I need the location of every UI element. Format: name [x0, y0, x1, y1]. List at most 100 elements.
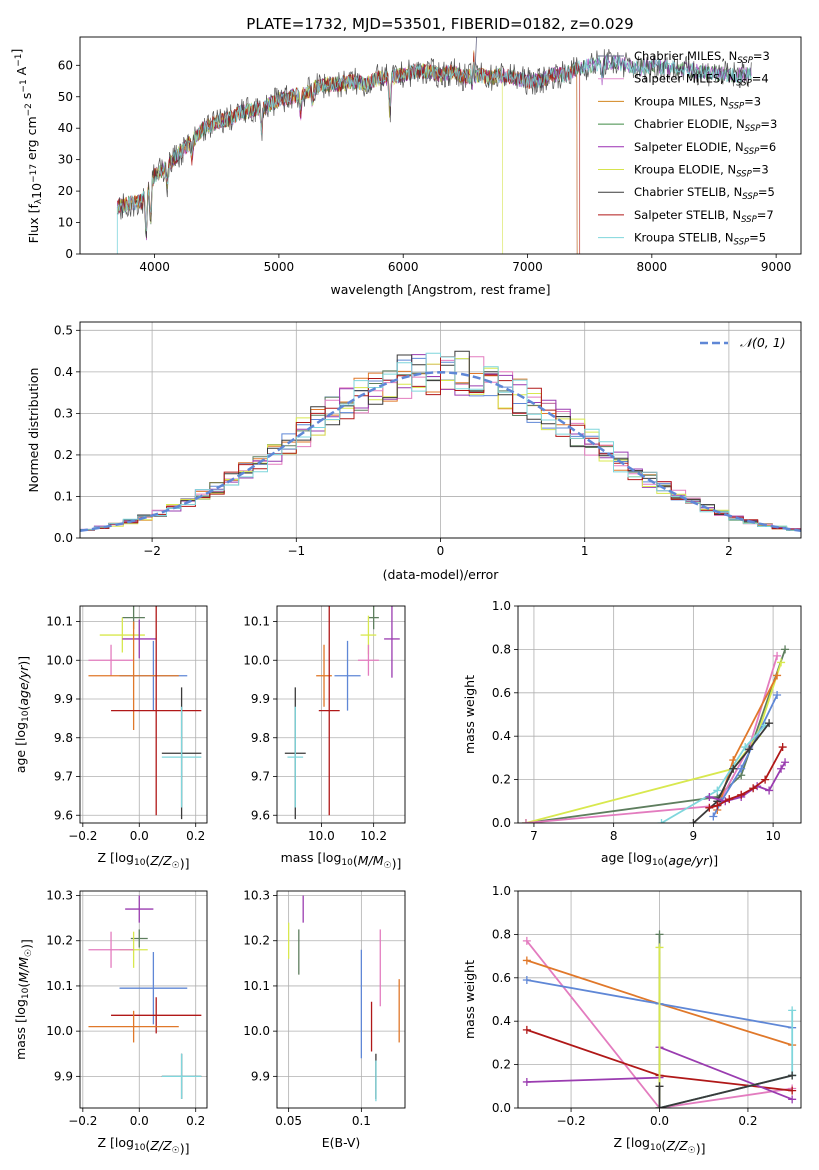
- halpha-emission-line: [474, 37, 477, 66]
- x-tick-label: −2: [143, 544, 161, 558]
- y-tick-label: 10.1: [46, 615, 73, 629]
- y-tick-label: 0.0: [492, 816, 511, 830]
- plot-area: [287, 895, 400, 1102]
- legend-label-part: =5: [749, 231, 766, 245]
- plot-area: [522, 930, 797, 1108]
- x-axis-label-part: )]: [180, 856, 190, 871]
- weight-marker: [705, 803, 714, 812]
- panels: 4000 5000 6000 7000 8000 90000102030405060Cha…: [9, 36, 802, 1156]
- legend-label-part: =3: [753, 49, 770, 63]
- y-tick-label: 9.7: [54, 770, 73, 784]
- legend-label-part: Chabrier STELIB, N: [634, 185, 742, 199]
- y-axis-label-part: −1: [14, 54, 24, 67]
- weight-marker: [657, 819, 666, 823]
- y-tick-label: 0.4: [492, 1014, 511, 1028]
- y-tick-label: 30: [58, 153, 73, 167]
- plot-area: [80, 350, 801, 532]
- spectrum-line-kroupa_stelib: [116, 55, 752, 232]
- x-tick-label: 0.05: [275, 1114, 302, 1128]
- x-tick-label: 0.0: [650, 1114, 669, 1128]
- legend-label-part: SSP: [737, 56, 753, 66]
- weight-marker: [745, 745, 754, 754]
- y-axis-label: Flux [fλ10−17 erg cm−2 s−1 A−1]: [9, 49, 44, 244]
- y-axis-label-part: −17: [29, 164, 39, 183]
- legend-label-part: Chabrier MILES, N: [634, 49, 737, 63]
- y-axis-label-part: 10: [29, 183, 44, 199]
- y-tick-label: 0.8: [492, 642, 511, 656]
- spectrum-line-salpeter_stelib: [116, 52, 581, 254]
- axes-frame: [79, 890, 208, 1109]
- weight-marker: [713, 801, 722, 810]
- y-tick-label: 9.8: [54, 731, 73, 745]
- weight-marker: [773, 690, 782, 699]
- legend-label-part: =7: [757, 208, 774, 222]
- x-tick-label: −0.2: [68, 1114, 97, 1128]
- x-tick-label: −0.2: [68, 829, 97, 843]
- y-tick-label: 0.6: [492, 971, 511, 985]
- x-tick-label: 0.2: [186, 1114, 205, 1128]
- x-axis-label-part: (: [663, 853, 668, 868]
- y-tick-label: 10.0: [46, 1024, 73, 1038]
- y-tick-label: 1.0: [492, 884, 511, 898]
- legend-label-part: SSP: [742, 192, 758, 202]
- y-axis-label: Normed distribution: [26, 368, 41, 493]
- panel-age_vs_mass: 10.0 10.2 9.6 9.7 9.8 9.9 10.0 10.1 mass [log10(…: [243, 605, 406, 871]
- y-tick-label: 20: [58, 184, 73, 198]
- legend-label: Chabrier ELODIE, NSSP=3: [634, 117, 777, 134]
- weight-marker: [778, 743, 787, 752]
- y-axis-label-part: A: [14, 66, 29, 79]
- x-tick-label: 6000: [388, 260, 419, 274]
- legend-label: Kroupa MILES, NSSP=3: [634, 94, 761, 111]
- x-tick-label: 10.0: [308, 829, 335, 843]
- x-axis-label-part: 10: [341, 858, 353, 868]
- y-tick-label: 9.9: [54, 1069, 73, 1083]
- x-axis-label-part: E(B-V): [322, 1135, 361, 1150]
- panel-spectrum: 4000 5000 6000 7000 8000 9000 0 10 20 30 40 50 60 Cha…: [9, 36, 802, 297]
- x-tick-label: 0.0: [130, 829, 149, 843]
- legend-label-part: =3: [760, 117, 777, 131]
- x-axis-label: mass [log10(M/M☉)]: [281, 850, 402, 871]
- legend-label-part: Kroupa STELIB, N: [634, 231, 734, 245]
- x-tick-label: 9000: [761, 260, 792, 274]
- x-axis-label-part: (: [145, 1138, 150, 1153]
- legend-label-part: Kroupa MILES, N: [634, 94, 729, 108]
- legend-label-part: SSP: [736, 170, 752, 180]
- y-tick-label: 0.1: [54, 489, 73, 503]
- y-axis-label-part: M/M: [16, 957, 31, 983]
- y-axis-label-part: s: [19, 93, 34, 104]
- x-axis-label-part: M/M: [358, 853, 384, 868]
- x-axis-label-part: 10: [650, 1143, 662, 1153]
- weight-marker: [765, 786, 774, 795]
- x-axis-label: (data-model)/error: [383, 567, 500, 582]
- y-tick-label: 9.8: [251, 731, 270, 745]
- panel-massweight_vs_Z: −0.2 0.0 0.2 0.0 0.2 0.4 0.6 0.8 1.0 Z [log10(Z/Z…: [462, 884, 802, 1156]
- legend-label: Chabrier MILES, NSSP=3: [634, 49, 770, 66]
- legend-label: Salpeter MILES, NSSP=4: [634, 72, 769, 89]
- panel-mass_vs_Z: −0.2 0.0 0.29.910.010.110.210.3Z [log10(Z/…: [13, 889, 208, 1156]
- x-axis-label-part: Z/Z: [665, 1138, 688, 1153]
- panel-age_vs_Z: −0.2 0.0 0.29.69.79.89.910.010.1Z [log10(Z…: [13, 605, 208, 871]
- weight-marker: [781, 645, 790, 654]
- legend-label-part: Salpeter MILES, N: [634, 72, 736, 86]
- legend-label-part: SSP: [729, 101, 745, 111]
- x-tick-label: 8000: [637, 260, 668, 274]
- x-axis-label-part: )]: [696, 1141, 706, 1156]
- x-axis-label-part: Z/Z: [149, 853, 172, 868]
- y-axis-label-part: age [log: [13, 722, 28, 773]
- y-axis-label: mass weight: [462, 675, 477, 754]
- y-tick-label: 0.6: [492, 686, 511, 700]
- weight-marker: [781, 758, 790, 767]
- legend-label: Kroupa STELIB, NSSP=5: [634, 231, 766, 248]
- plot-area: [88, 895, 202, 1099]
- y-axis-label-part: −2: [24, 103, 34, 116]
- y-tick-label: 9.9: [251, 1069, 270, 1083]
- legend-label-part: Salpeter STELIB, N: [634, 208, 741, 222]
- legend-label-part: =6: [759, 140, 776, 154]
- x-axis-label-part: ☉: [688, 1146, 696, 1156]
- weight-line-green: [525, 649, 786, 823]
- y-axis-label-part: erg cm: [24, 116, 39, 164]
- x-tick-label: 1: [581, 544, 589, 558]
- y-axis-label-part: 10: [21, 710, 31, 722]
- legend-label-part: Kroupa ELODIE, N: [634, 163, 736, 177]
